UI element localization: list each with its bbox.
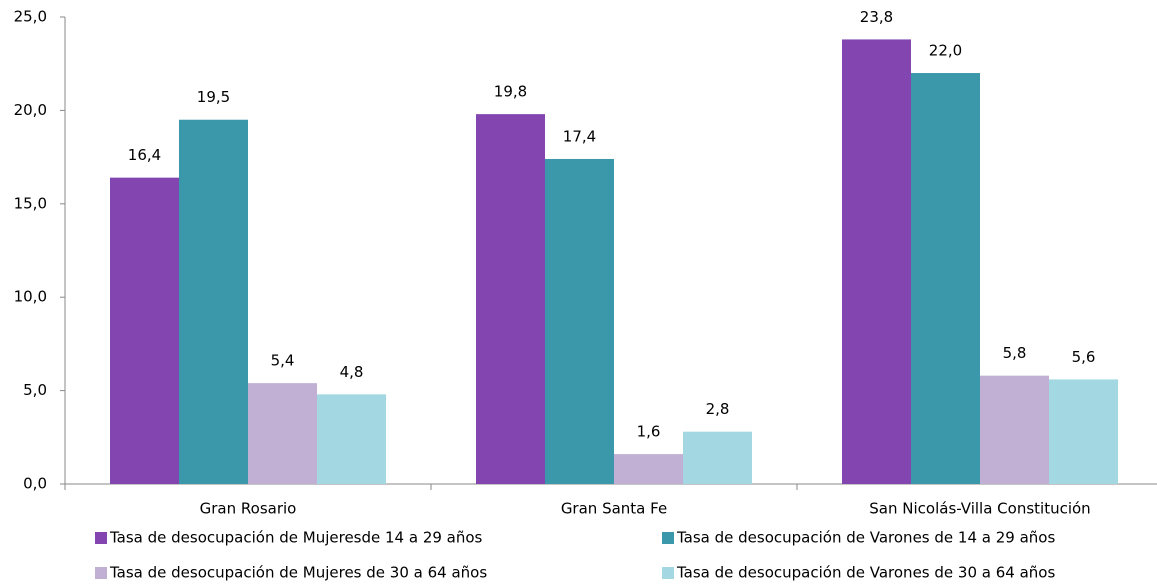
value-label: 5,6 — [1072, 348, 1096, 366]
value-label: 5,8 — [1003, 344, 1027, 362]
value-label: 19,5 — [197, 88, 230, 106]
y-tick-label: 10,0 — [14, 288, 47, 306]
y-tick-label: 15,0 — [14, 194, 47, 212]
legend-label: Tasa de desocupación de Mujeresde 14 a 2… — [109, 529, 483, 547]
x-tick-label: Gran Santa Fe — [561, 500, 667, 518]
value-label: 4,8 — [340, 363, 364, 381]
y-tick-label: 20,0 — [14, 101, 47, 119]
legend-label: Tasa de desocupación de Varones de 14 a … — [676, 529, 1055, 547]
x-tick-label: San Nicolás-Villa Constitución — [869, 500, 1090, 518]
bar — [614, 454, 683, 484]
legend-swatch — [662, 567, 674, 579]
bar — [248, 383, 317, 484]
value-label: 23,8 — [860, 8, 893, 26]
bar — [683, 431, 752, 484]
value-label: 16,4 — [128, 146, 161, 164]
value-label: 19,8 — [494, 83, 527, 101]
value-label: 22,0 — [929, 42, 962, 60]
legend-swatch — [95, 532, 107, 544]
bar — [476, 114, 545, 485]
bar — [179, 119, 248, 485]
legend-swatch — [95, 567, 107, 579]
y-tick-label: 0,0 — [23, 475, 47, 493]
value-label: 1,6 — [637, 423, 661, 441]
legend-label: Tasa de desocupación de Mujeres de 30 a … — [109, 564, 487, 582]
bar — [980, 375, 1049, 484]
bar — [1049, 379, 1118, 484]
bar — [842, 39, 911, 484]
x-tick-label: Gran Rosario — [200, 500, 297, 518]
y-tick-label: 25,0 — [14, 8, 47, 26]
y-tick-label: 5,0 — [23, 381, 47, 399]
legend-swatch — [662, 532, 674, 544]
legend-label: Tasa de desocupación de Varones de 30 a … — [676, 564, 1055, 582]
bar — [911, 73, 980, 484]
bar — [110, 177, 179, 484]
value-label: 2,8 — [706, 400, 730, 418]
bar — [317, 394, 386, 484]
bar — [545, 158, 614, 484]
value-label: 17,4 — [563, 127, 596, 145]
value-label: 5,4 — [271, 352, 295, 370]
